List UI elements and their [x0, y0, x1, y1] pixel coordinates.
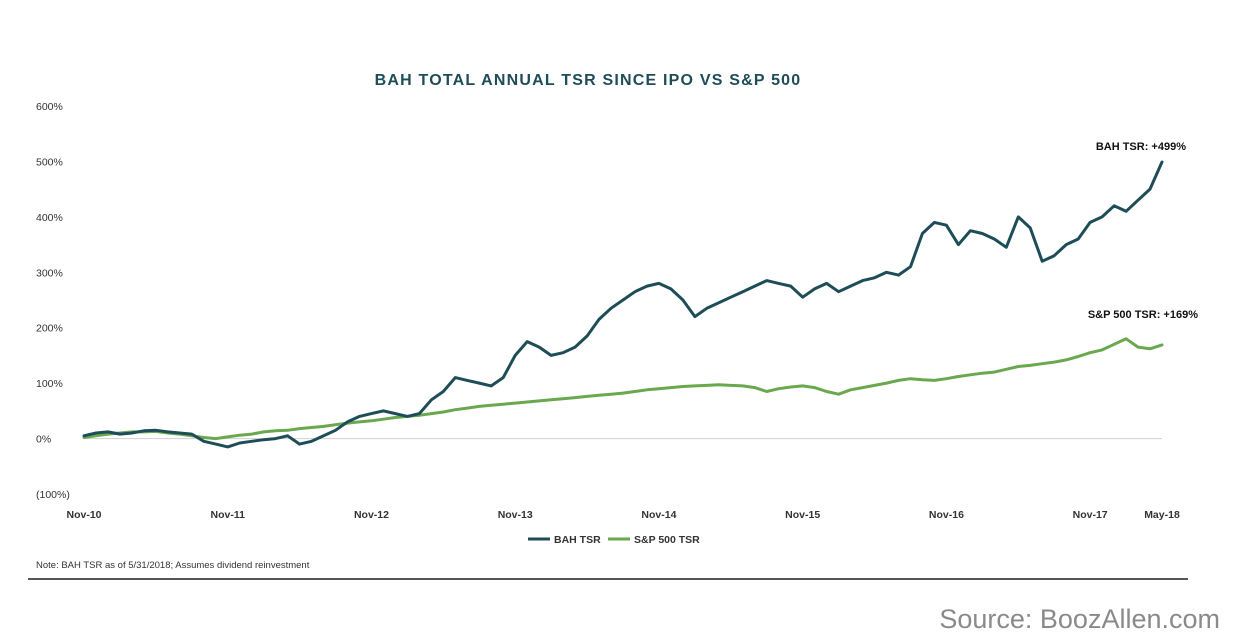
chart-note: Note: BAH TSR as of 5/31/2018; Assumes d…	[36, 560, 310, 571]
legend-label-sp500-tsr: S&P 500 TSR	[634, 534, 700, 546]
annotations: BAH TSR: +499% S&P 500 TSR: +169%	[1088, 141, 1198, 321]
y-tick-label: 400%	[36, 212, 63, 224]
chart-title: BAH TOTAL ANNUAL TSR SINCE IPO VS S&P 50…	[374, 72, 802, 89]
legend-label-bah-tsr: BAH TSR	[554, 534, 601, 546]
y-tick-label: 100%	[36, 378, 63, 390]
x-tick-label: Nov-15	[785, 509, 820, 521]
source-caption: Source: BoozAllen.com	[939, 604, 1220, 634]
annotation-sp500-tsr: S&P 500 TSR: +169%	[1088, 309, 1198, 321]
x-tick-label: Nov-11	[211, 509, 246, 521]
y-tick-label: 500%	[36, 156, 63, 168]
series-lines	[82, 160, 1164, 449]
x-tick-label: Nov-12	[354, 509, 389, 521]
x-tick-label: Nov-10	[66, 509, 101, 521]
y-tick-label: 300%	[36, 267, 63, 279]
y-tick-label: 0%	[36, 434, 51, 446]
legend: BAH TSR S&P 500 TSR	[528, 534, 700, 546]
annotation-bah-tsr: BAH TSR: +499%	[1096, 141, 1186, 153]
x-axis: Nov-10 Nov-11 Nov-12 Nov-13 Nov-14 Nov-15 Nov-…	[66, 438, 1180, 521]
y-tick-label: 200%	[36, 323, 63, 335]
x-tick-label: Nov-16	[929, 509, 964, 521]
series-line-bah-tsr	[82, 160, 1164, 449]
x-tick-label: Nov-13	[498, 509, 533, 521]
series-line-sp500-tsr	[82, 337, 1164, 441]
y-tick-label: 600%	[36, 101, 63, 113]
x-tick-label: Nov-14	[641, 509, 676, 521]
tsr-line-chart: (100%)0%100%200%300%400%500%600% Nov-10 N…	[36, 101, 1198, 546]
y-axis: (100%) 0% 100% 200% 300% 400% 500% 600%	[36, 101, 70, 501]
y-tick-label: (100%)	[36, 489, 70, 501]
x-tick-label: May-18	[1144, 509, 1180, 521]
divider	[28, 578, 1188, 580]
x-tick-label: Nov-17	[1073, 509, 1108, 521]
